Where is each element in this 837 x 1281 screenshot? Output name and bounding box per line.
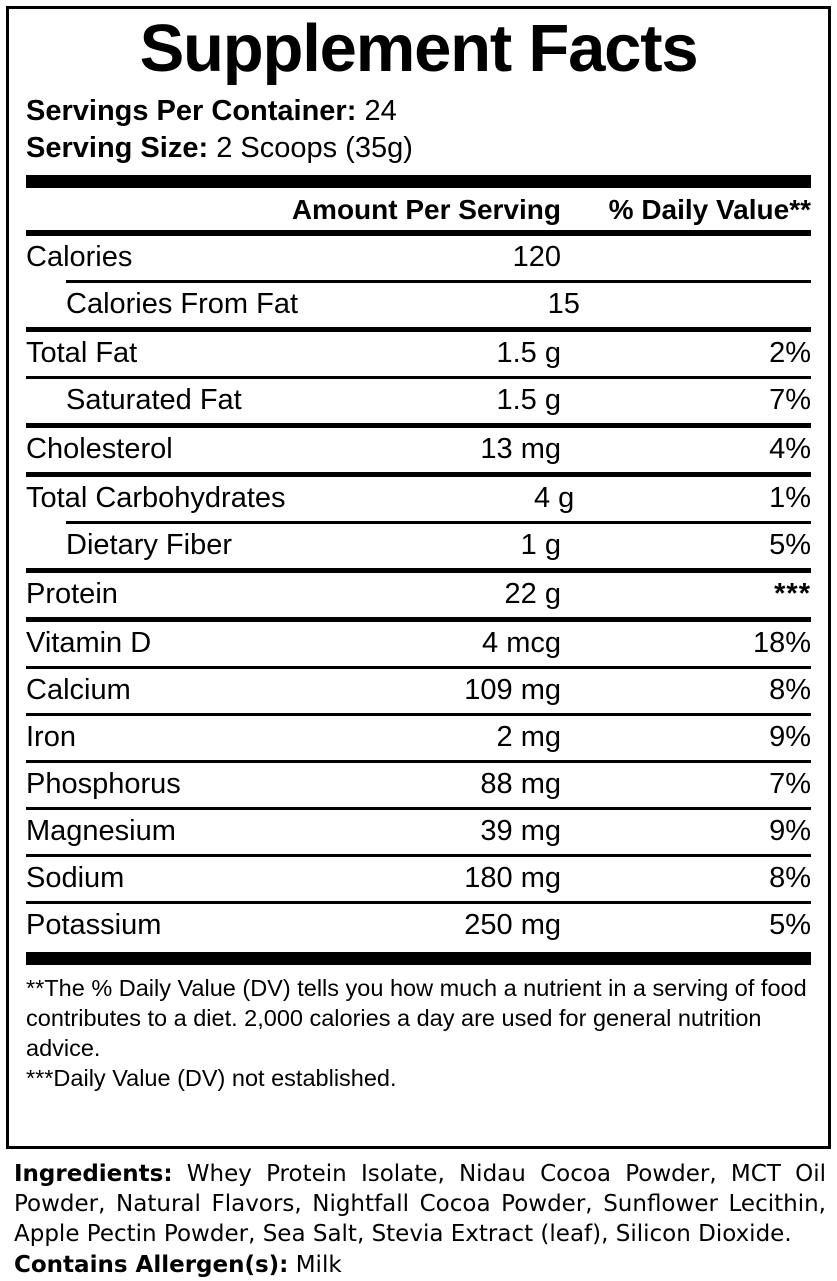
nutrient-name: Calories (26, 240, 133, 273)
row-separator (26, 900, 811, 904)
row-separator (66, 279, 811, 283)
nutrient-name: Sodium (26, 861, 125, 894)
page-title: Supplement Facts (139, 11, 699, 86)
row-separator (26, 616, 811, 622)
nutrient-amount: 120 (512, 240, 561, 273)
nutrient-row: Potassium 250 mg 5% (26, 904, 811, 948)
ingredients-text: Whey Protein Isolate, Nidau Cocoa Powder… (14, 1161, 826, 1247)
row-separator (26, 806, 811, 810)
nutrient-row: Vitamin D 4 mcg 18% (26, 622, 811, 666)
nutrient-amount: 250 mg (464, 908, 561, 941)
allergen-heading: Contains Allergen(s): (14, 1251, 289, 1278)
row-separator (26, 471, 811, 477)
nutrient-amount: 1.5 g (496, 383, 562, 416)
ingredients-line: Ingredients: Whey Protein Isolate, Nidau… (14, 1160, 826, 1250)
nutrient-row: Phosphorus 88 mg 7% (26, 763, 811, 807)
row-separator (26, 422, 811, 428)
nutrient-amount: 1 g (520, 528, 561, 561)
nutrient-row: Calories From Fat 15 (26, 283, 811, 327)
nutrient-row: Cholesterol 13 mg 4% (26, 428, 811, 472)
nutrient-daily-value: 8% (769, 861, 811, 894)
nutrient-daily-value: 5% (769, 908, 811, 941)
nutrient-row: Iron 2 mg 9% (26, 716, 811, 760)
nutrient-row: Protein 22 g *** (26, 573, 811, 617)
nutrient-amount: 109 mg (464, 673, 561, 706)
servings-block: Servings Per Container: 24 Serving Size:… (26, 93, 811, 167)
row-separator (26, 326, 811, 332)
nutrient-amount: 4 g (533, 481, 575, 514)
nutrient-row: Sodium 180 mg 8% (26, 857, 811, 901)
nutrient-daily-value: 18% (752, 626, 811, 659)
nutrient-daily-value: 7% (769, 383, 811, 416)
row-separator (26, 665, 811, 669)
column-header-underline (26, 229, 811, 236)
allergen-line: Contains Allergen(s): Milk (14, 1251, 826, 1281)
servings-per-container-line: Servings Per Container: 24 (26, 93, 811, 130)
header-divider-bar (26, 174, 811, 188)
nutrient-row: Total Carbohydrates 4 g 1% (26, 477, 811, 521)
nutrient-amount: 180 mg (464, 861, 561, 894)
footnote-dv-not-established: ***Daily Value (DV) not established. (26, 1064, 397, 1091)
footnote-divider-bar (26, 951, 811, 965)
nutrient-name: Potassium (26, 908, 162, 941)
column-header-amount-per-serving: Amount Per Serving (291, 193, 561, 225)
nutrient-name: Cholesterol (26, 432, 173, 465)
ingredients-block: Ingredients: Whey Protein Isolate, Nidau… (14, 1160, 826, 1281)
column-header-row: Amount Per Serving % Daily Value** (26, 188, 811, 230)
nutrient-name: Calories From Fat (66, 287, 299, 320)
nutrient-amount: 22 g (504, 577, 561, 610)
nutrient-daily-value: *** (774, 577, 811, 610)
nutrient-amount: 1.5 g (496, 336, 562, 369)
nutrient-row: Calories 120 (26, 236, 811, 280)
supplement-facts-panel: Supplement Facts Servings Per Container:… (6, 6, 831, 1149)
nutrient-amount: 15 (547, 287, 580, 320)
nutrient-name: Vitamin D (26, 626, 152, 659)
nutrient-name: Total Carbohydrates (26, 481, 286, 514)
servings-per-container-value: 24 (364, 95, 397, 128)
servings-per-container-label: Servings Per Container: (26, 95, 357, 128)
nutrient-daily-value: 9% (769, 814, 811, 847)
footnotes-block: **The % Daily Value (DV) tells you how m… (26, 971, 811, 1093)
nutrient-name: Protein (26, 577, 118, 610)
row-separator (26, 567, 811, 573)
allergen-text: Milk (295, 1251, 342, 1278)
nutrient-name: Dietary Fiber (66, 528, 232, 561)
serving-size-line: Serving Size: 2 Scoops (35g) (26, 130, 811, 167)
nutrient-name: Magnesium (26, 814, 176, 847)
nutrient-daily-value: 1% (769, 481, 811, 514)
serving-size-value: 2 Scoops (35g) (216, 132, 413, 165)
nutrient-daily-value: 5% (769, 528, 811, 561)
nutrient-name: Saturated Fat (66, 383, 242, 416)
nutrient-table: Calories 120 Calories From Fat 15 Total Fat 1… (26, 236, 811, 948)
nutrient-row: Saturated Fat 1.5 g 7% (26, 379, 811, 423)
row-separator (26, 759, 811, 763)
ingredients-heading: Ingredients: (14, 1161, 173, 1187)
nutrient-name: Calcium (26, 673, 131, 706)
row-separator (26, 375, 811, 379)
nutrient-name: Total Fat (26, 336, 138, 369)
nutrient-daily-value: 8% (769, 673, 811, 706)
nutrient-daily-value: 9% (769, 720, 811, 753)
nutrient-amount: 88 mg (480, 767, 561, 800)
row-separator (26, 853, 811, 857)
nutrient-row: Calcium 109 mg 8% (26, 669, 811, 713)
nutrient-row: Total Fat 1.5 g 2% (26, 332, 811, 376)
nutrient-daily-value: 4% (769, 432, 811, 465)
nutrient-daily-value: 2% (769, 336, 811, 369)
row-separator (26, 712, 811, 716)
footnote-daily-value: **The % Daily Value (DV) tells you how m… (26, 974, 807, 1061)
row-separator (66, 520, 811, 524)
nutrient-amount: 39 mg (480, 814, 561, 847)
column-header-percent-daily-value: % Daily Value** (608, 193, 811, 225)
nutrient-amount: 13 mg (480, 432, 561, 465)
nutrient-row: Dietary Fiber 1 g 5% (26, 524, 811, 568)
nutrient-row: Magnesium 39 mg 9% (26, 810, 811, 854)
serving-size-label: Serving Size: (26, 132, 209, 165)
nutrient-name: Phosphorus (26, 767, 181, 800)
nutrient-name: Iron (26, 720, 76, 753)
nutrient-amount: 4 mcg (482, 626, 561, 659)
nutrient-amount: 2 mg (496, 720, 561, 753)
nutrient-daily-value: 7% (769, 767, 811, 800)
